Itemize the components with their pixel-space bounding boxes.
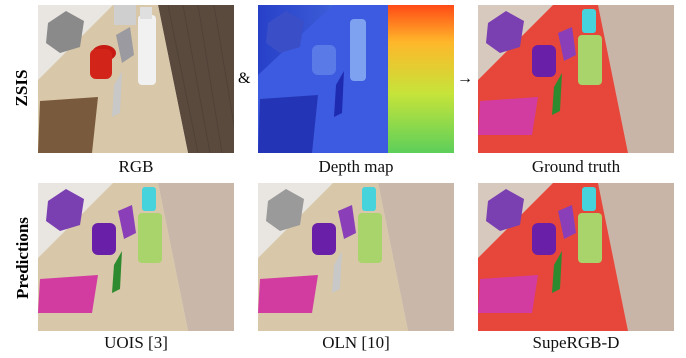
caption-uois: UOIS [3] bbox=[104, 333, 168, 352]
rgb-image bbox=[38, 5, 234, 153]
uois-prediction-image bbox=[38, 183, 234, 331]
arrow-icon: → bbox=[457, 70, 473, 87]
caption-ground-truth: Ground truth bbox=[531, 157, 621, 176]
ground-truth-image bbox=[478, 5, 674, 153]
caption-rgb: RGB bbox=[118, 157, 154, 176]
caption-supergbd: SupeRGB-D bbox=[532, 333, 620, 352]
caption-oln: OLN [10] bbox=[322, 333, 390, 352]
oln-prediction-image bbox=[258, 183, 454, 331]
row-label-predictions: Predictions bbox=[13, 217, 32, 299]
caption-depth-map: Depth map bbox=[318, 157, 394, 176]
depth-map-image bbox=[258, 5, 454, 153]
supergbd-prediction-image bbox=[478, 183, 674, 331]
ampersand-symbol: & bbox=[238, 70, 251, 87]
row-label-zsis: ZSIS bbox=[12, 69, 31, 107]
